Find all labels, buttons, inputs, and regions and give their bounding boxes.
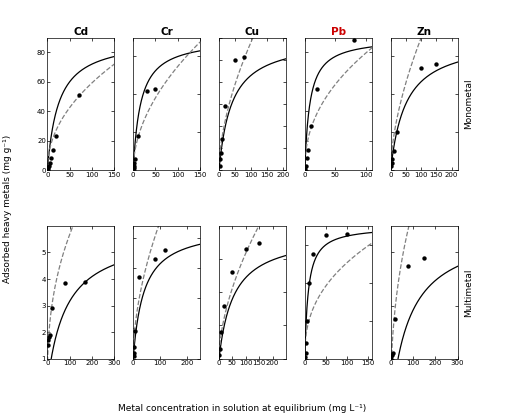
Point	[307, 123, 315, 129]
Point	[216, 156, 225, 163]
Point	[231, 56, 239, 63]
Point	[301, 166, 310, 172]
Point	[388, 156, 397, 162]
Point	[342, 230, 351, 237]
Point	[151, 85, 160, 92]
Point	[44, 337, 53, 343]
Point	[389, 350, 397, 357]
Title: Cr: Cr	[160, 27, 173, 37]
Point	[130, 343, 139, 350]
Point	[130, 159, 139, 166]
Point	[44, 342, 52, 349]
Point	[392, 129, 401, 136]
Point	[305, 279, 313, 286]
Point	[391, 316, 399, 322]
Point	[301, 349, 310, 356]
Point	[388, 159, 396, 166]
Point	[432, 61, 440, 68]
Point	[255, 239, 264, 246]
Point	[129, 352, 138, 359]
Point	[74, 92, 83, 98]
Point	[218, 136, 226, 143]
Point	[387, 355, 395, 362]
Point	[309, 251, 317, 258]
Point	[241, 246, 250, 252]
Point	[220, 302, 228, 309]
Point	[52, 133, 60, 140]
Point	[129, 165, 138, 172]
Point	[48, 146, 57, 153]
Text: Multimetal: Multimetal	[464, 268, 473, 317]
Point	[45, 163, 53, 169]
Point	[228, 269, 237, 276]
Point	[404, 262, 413, 269]
Point	[215, 163, 224, 169]
Point	[161, 247, 169, 254]
Point	[389, 148, 398, 155]
Point	[44, 164, 53, 171]
Point	[302, 155, 311, 162]
Point	[45, 334, 53, 341]
Text: Monometal: Monometal	[464, 78, 473, 129]
Point	[44, 166, 52, 172]
Point	[387, 353, 396, 359]
Point	[47, 305, 56, 311]
Point	[302, 317, 311, 324]
Title: Pb: Pb	[331, 27, 346, 37]
Point	[217, 329, 225, 335]
Point	[131, 328, 139, 335]
Point	[216, 345, 224, 352]
Point	[417, 65, 425, 71]
Point	[130, 349, 138, 356]
Point	[46, 332, 54, 338]
Point	[130, 163, 138, 170]
Point	[45, 160, 54, 166]
Text: Adsorbed heavy metals (mg g⁻¹): Adsorbed heavy metals (mg g⁻¹)	[3, 134, 12, 283]
Point	[61, 280, 69, 286]
Text: Metal concentration in solution at equilibrium (mg L⁻¹): Metal concentration in solution at equil…	[118, 404, 366, 413]
Point	[131, 156, 139, 162]
Point	[388, 351, 396, 358]
Point	[349, 37, 358, 44]
Point	[302, 340, 310, 347]
Point	[143, 87, 151, 94]
Point	[304, 146, 312, 153]
Title: Cd: Cd	[73, 27, 88, 37]
Point	[215, 352, 224, 359]
Point	[420, 254, 428, 261]
Point	[387, 163, 396, 170]
Point	[313, 86, 321, 93]
Point	[217, 149, 225, 156]
Point	[240, 54, 249, 61]
Point	[221, 103, 229, 109]
Point	[301, 353, 309, 360]
Point	[321, 232, 330, 239]
Point	[134, 133, 142, 139]
Point	[81, 278, 89, 285]
Point	[150, 256, 159, 262]
Point	[134, 274, 143, 281]
Point	[47, 155, 55, 162]
Title: Cu: Cu	[245, 27, 260, 37]
Title: Zn: Zn	[417, 27, 432, 37]
Point	[302, 163, 310, 169]
